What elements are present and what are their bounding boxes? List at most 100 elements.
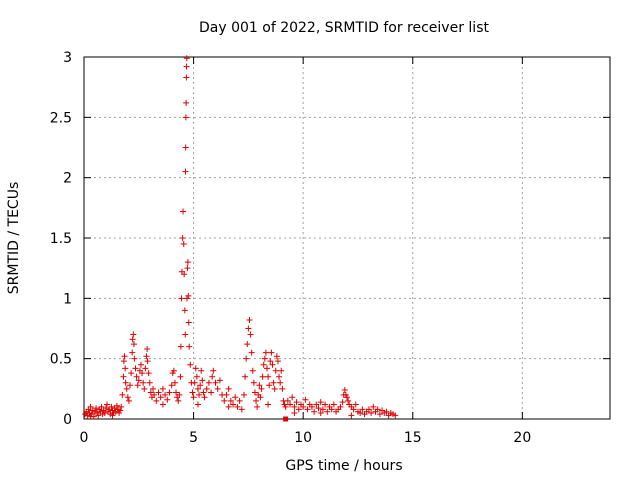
data-point [242,373,249,380]
y-tick-label: 1.5 [50,231,72,247]
data-point [256,382,263,389]
data-point [319,406,326,413]
data-point [147,389,154,396]
data-point [131,355,138,362]
data-point [180,208,187,215]
data-point [268,349,275,356]
data-point [265,373,272,380]
data-point [240,391,247,398]
data-point [159,385,166,392]
data-point [168,382,175,389]
data-point [129,349,136,356]
x-tick-label: 5 [189,430,198,446]
data-point [261,355,268,362]
data-point [153,397,160,404]
data-point [279,385,286,392]
data-point [135,377,142,384]
data-point [317,399,324,406]
axis-ticks [83,56,610,420]
data-point [183,74,190,81]
data-point [302,396,309,403]
data-point [232,394,239,401]
data-point [210,367,217,374]
data-point [180,241,187,248]
data-point [339,399,346,406]
data-point [376,411,383,418]
data-point [93,405,100,412]
data-point [214,385,221,392]
data-point [330,401,337,408]
data-point [253,397,260,404]
data-point [120,373,127,380]
data-point [181,271,188,278]
data-point-square [283,416,289,422]
data-point [182,331,189,338]
data-point [293,399,300,406]
data-point [185,319,192,326]
y-tick-label: 3 [63,50,72,66]
data-point [182,168,189,175]
data-point [271,385,278,392]
data-point [181,307,188,314]
data-point [357,409,364,416]
data-point [276,373,283,380]
data-point [183,55,190,62]
data-point [295,406,302,413]
data-point [139,370,146,377]
data-point [159,401,166,408]
data-point [236,397,243,404]
x-axis-label: GPS time / hours [285,458,402,474]
data-point [350,406,357,413]
data-point [282,403,289,410]
chart-title: Day 001 of 2022, SRMTID for receiver lis… [199,20,489,36]
data-point [178,295,185,302]
data-point [144,358,151,365]
data-point [104,401,111,408]
data-point [324,408,331,415]
data-point [267,358,274,365]
data-point [199,377,206,384]
data-point [260,361,267,368]
data-point [146,379,153,386]
data-point [383,408,390,415]
data-point [322,401,329,408]
data-point [124,394,131,401]
data-point [177,373,184,380]
data-point [238,406,245,413]
data-point [108,403,115,410]
data-point [166,389,173,396]
data-point [144,346,151,353]
data-point [230,401,237,408]
data-point [191,379,198,386]
data-point [221,397,228,404]
x-tick-label: 15 [404,430,422,446]
data-point [308,403,315,410]
data-point [122,379,129,386]
data-point [203,385,210,392]
data-point [183,63,190,70]
data-point [270,379,277,386]
data-point [194,401,201,408]
data-point [277,379,284,386]
data-point [175,397,182,404]
data-point [200,389,207,396]
y-tick-label: 2 [63,171,72,187]
y-tick-label: 1 [63,291,72,307]
data-point [311,408,318,415]
data-point [164,396,171,403]
data-point [130,331,137,338]
data-point [134,382,141,389]
data-point [289,394,296,401]
data-point [98,403,105,410]
data-point [365,406,372,413]
y-axis-label: SRMTID / TECUs [6,182,22,295]
data-point [162,391,169,398]
data-point [284,397,291,404]
data-point [359,406,366,413]
data-point [272,367,279,374]
x-tick-label: 10 [294,430,312,446]
data-point [171,379,178,386]
data-point [120,358,127,365]
data-point [269,361,276,368]
data-point [102,405,109,412]
